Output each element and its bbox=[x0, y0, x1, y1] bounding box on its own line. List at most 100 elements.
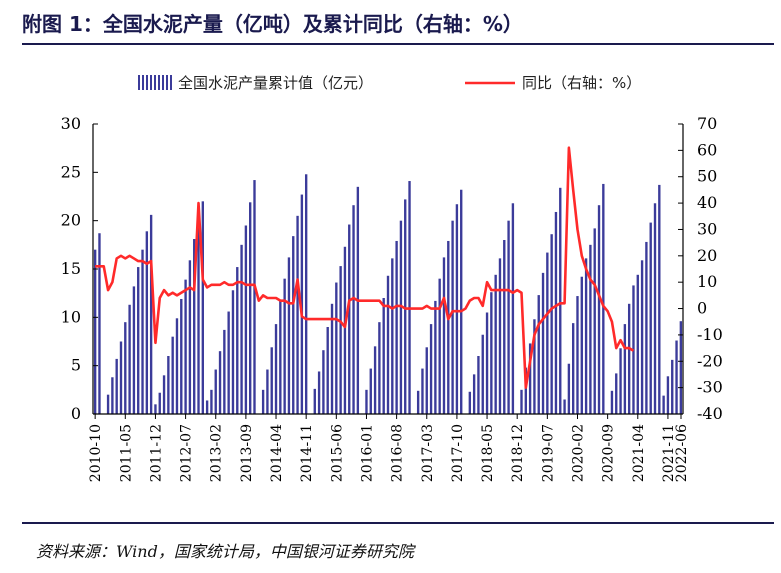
bar bbox=[447, 240, 450, 414]
x-tick-label: 2015-06 bbox=[329, 424, 345, 482]
bar bbox=[507, 220, 510, 414]
bar bbox=[649, 222, 652, 414]
left-tick-label: 10 bbox=[61, 307, 81, 326]
right-tick-label: -30 bbox=[697, 378, 723, 397]
legend-bar-swatch bbox=[166, 75, 168, 90]
bar bbox=[253, 180, 256, 414]
bar bbox=[481, 334, 484, 414]
right-tick-label: -40 bbox=[697, 404, 723, 423]
bar bbox=[666, 376, 670, 414]
bar bbox=[348, 224, 351, 414]
bar bbox=[627, 303, 631, 414]
x-tick-label: 2011-05 bbox=[118, 424, 134, 482]
bar bbox=[528, 343, 532, 414]
x-tick-label: 2019-07 bbox=[540, 424, 556, 482]
left-tick-label: 25 bbox=[61, 162, 81, 181]
bar bbox=[98, 233, 101, 414]
bar bbox=[270, 347, 273, 414]
bar bbox=[662, 395, 665, 414]
bar bbox=[128, 304, 131, 414]
bar bbox=[559, 187, 562, 414]
bar bbox=[193, 239, 196, 414]
bar bbox=[283, 278, 286, 414]
bar bbox=[279, 299, 282, 414]
bar bbox=[442, 257, 446, 414]
bar bbox=[520, 389, 523, 414]
bar bbox=[533, 319, 536, 414]
legend-bar-swatch bbox=[170, 75, 172, 90]
bar bbox=[438, 278, 441, 414]
right-tick-label: -20 bbox=[697, 351, 723, 370]
bar bbox=[541, 272, 545, 414]
bar bbox=[589, 244, 592, 414]
bar bbox=[111, 377, 114, 414]
bar bbox=[645, 241, 648, 414]
bar bbox=[322, 350, 325, 414]
bar bbox=[184, 279, 187, 414]
bar bbox=[391, 258, 394, 414]
bar bbox=[343, 246, 347, 414]
bar bbox=[231, 290, 235, 414]
bar bbox=[404, 199, 407, 414]
legend-bar-swatch bbox=[138, 75, 140, 90]
bar bbox=[171, 336, 174, 414]
x-tick-label: 2016-08 bbox=[390, 424, 406, 482]
source-rule bbox=[22, 522, 774, 524]
bar bbox=[524, 367, 527, 414]
legend-label-bar: 全国水泥产量累计值（亿元） bbox=[178, 74, 373, 92]
bar bbox=[227, 311, 230, 414]
bar bbox=[244, 225, 248, 414]
x-tick-label: 2021-04 bbox=[631, 424, 647, 482]
left-tick-label: 15 bbox=[61, 259, 81, 278]
x-tick-label: 2021-11 bbox=[661, 424, 677, 482]
bar bbox=[205, 400, 209, 414]
line-series bbox=[95, 146, 635, 389]
x-tick-label: 2010-10 bbox=[88, 424, 104, 482]
bar bbox=[266, 369, 269, 414]
bar bbox=[580, 276, 583, 414]
left-tick-label: 20 bbox=[61, 211, 81, 230]
bar bbox=[141, 249, 144, 414]
bar bbox=[567, 363, 571, 414]
bar bbox=[416, 390, 420, 414]
bar bbox=[490, 292, 493, 414]
x-tick-label: 2014-04 bbox=[269, 424, 285, 482]
bar bbox=[330, 303, 334, 414]
legend: 全国水泥产量累计值（亿元） 同比（右轴：%） bbox=[138, 74, 641, 92]
bar bbox=[485, 312, 489, 414]
x-tick-label: 2013-02 bbox=[209, 424, 225, 482]
x-tick-label: 2014-11 bbox=[299, 424, 315, 482]
x-tick-label: 2018-05 bbox=[480, 424, 496, 482]
bar bbox=[494, 274, 497, 414]
bar bbox=[175, 318, 179, 414]
bar bbox=[455, 204, 459, 414]
bar bbox=[399, 220, 403, 414]
bar bbox=[369, 368, 372, 414]
bar bbox=[339, 266, 342, 414]
bar bbox=[468, 391, 472, 414]
bar bbox=[679, 321, 683, 414]
bar bbox=[261, 389, 265, 414]
bar bbox=[382, 298, 385, 414]
right-tick-label: 40 bbox=[697, 193, 717, 212]
legend-bar-swatch bbox=[146, 75, 148, 90]
bar bbox=[115, 358, 118, 414]
bar bbox=[554, 211, 558, 414]
bar bbox=[472, 374, 476, 414]
x-tick-label: 2022-06 bbox=[674, 424, 690, 482]
bar bbox=[421, 368, 424, 414]
legend-bar-swatch bbox=[162, 75, 164, 90]
title-rule bbox=[22, 43, 774, 45]
bar bbox=[249, 202, 252, 414]
bar bbox=[317, 371, 321, 414]
bar bbox=[623, 324, 627, 414]
bar bbox=[593, 228, 596, 414]
bar bbox=[451, 220, 454, 414]
bar bbox=[546, 252, 549, 414]
right-tick-label: 30 bbox=[697, 219, 717, 238]
bar bbox=[218, 351, 222, 414]
bar bbox=[274, 324, 278, 414]
x-tick-label: 2012-07 bbox=[179, 424, 195, 482]
bar bbox=[597, 205, 601, 414]
